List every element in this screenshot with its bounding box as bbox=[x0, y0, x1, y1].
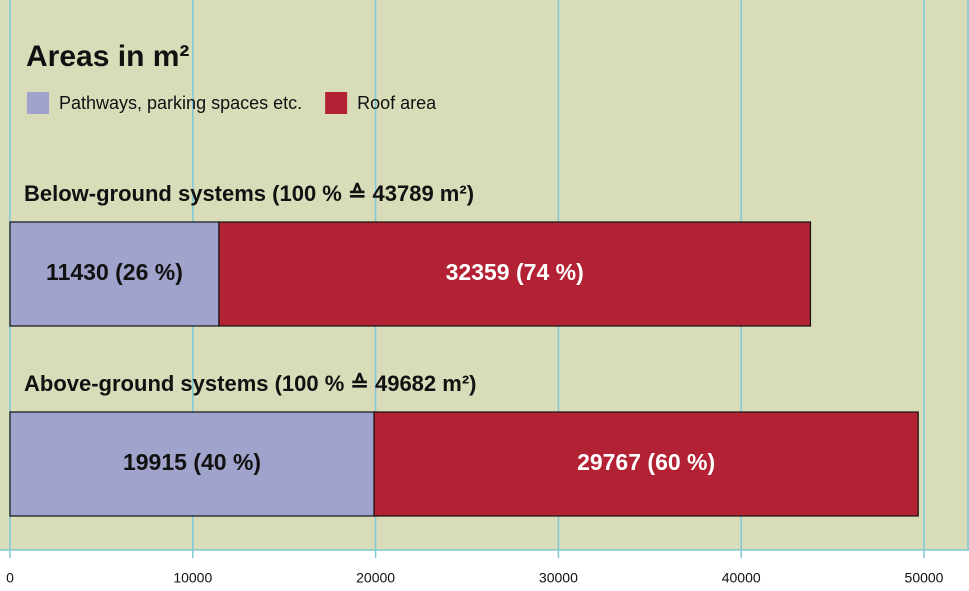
data-label: 19915 (40 %) bbox=[123, 449, 261, 475]
x-tick-label: 50000 bbox=[905, 570, 944, 586]
data-label: 11430 (26 %) bbox=[46, 259, 183, 285]
x-tick-label: 40000 bbox=[722, 570, 761, 586]
bar-segment bbox=[373, 411, 919, 517]
x-tick-label: 0 bbox=[6, 570, 14, 586]
bar-segment bbox=[218, 221, 812, 327]
category-label: Above-ground systems (100 % ≙ 49682 m²) bbox=[24, 371, 476, 396]
data-label: 29767 (60 %) bbox=[577, 449, 715, 475]
bar-segment bbox=[9, 411, 375, 517]
x-tick-label: 20000 bbox=[356, 570, 395, 586]
data-label: 32359 (74 %) bbox=[446, 259, 584, 285]
chart-title: Areas in m² bbox=[26, 40, 189, 73]
legend-swatch bbox=[325, 92, 348, 114]
category-label: Below-ground systems (100 % ≙ 43789 m²) bbox=[24, 181, 474, 206]
x-tick-label: 30000 bbox=[539, 570, 578, 586]
legend-swatch bbox=[27, 92, 49, 114]
legend-label: Pathways, parking spaces etc. bbox=[59, 93, 302, 113]
legend-label: Roof area bbox=[357, 93, 437, 113]
bar-segment bbox=[9, 221, 220, 327]
x-tick-label: 10000 bbox=[173, 570, 212, 586]
